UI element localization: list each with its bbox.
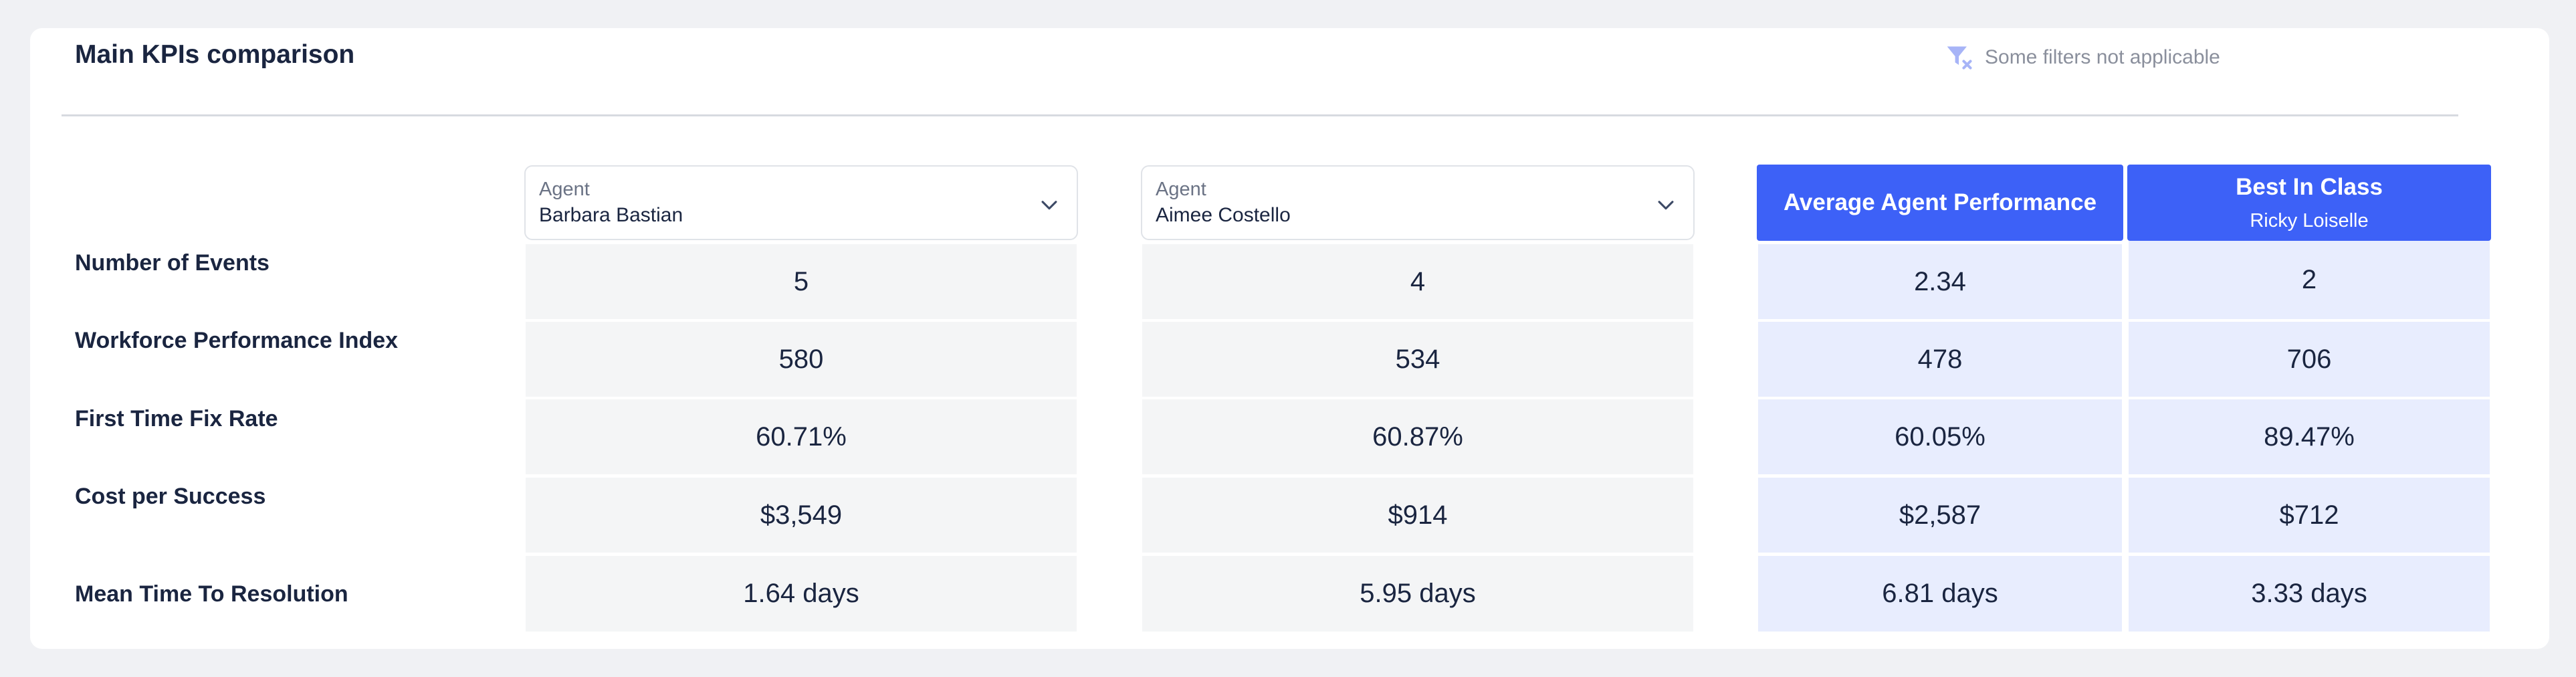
cell-agent2-cost-per-success: $914 bbox=[1142, 478, 1693, 553]
row-label-number-of-events: Number of Events bbox=[75, 250, 270, 276]
header-divider bbox=[62, 114, 2458, 116]
best-in-class-header: Best In Class Ricky Loiselle bbox=[2127, 165, 2491, 241]
cell-agent1-number-of-events: 5 bbox=[526, 244, 1077, 319]
agent-2-select-value: Aimee Costello bbox=[1156, 204, 1291, 226]
row-label-first-time-fix-rate: First Time Fix Rate bbox=[75, 406, 278, 431]
cell-agent1-mean-time-to-resolution: 1.64 days bbox=[526, 556, 1077, 632]
row-label-cost-per-success: Cost per Success bbox=[75, 484, 266, 509]
filters-notice-text: Some filters not applicable bbox=[1985, 46, 2220, 68]
cell-agent1-workforce-performance-index: 580 bbox=[526, 322, 1077, 397]
row-label-workforce-performance-index: Workforce Performance Index bbox=[75, 328, 399, 353]
average-header-title: Average Agent Performance bbox=[1783, 189, 2097, 215]
cell-best-cost-per-success: $712 bbox=[2129, 478, 2490, 553]
cell-best-number-of-events: 2 bbox=[2129, 241, 2490, 319]
agent-1-select-label: Agent bbox=[539, 179, 590, 200]
best-header-title: Best In Class bbox=[2236, 173, 2383, 200]
cell-average-first-time-fix-rate: 60.05% bbox=[1758, 399, 2122, 474]
cell-agent2-mean-time-to-resolution: 5.95 days bbox=[1142, 556, 1693, 632]
cell-agent2-workforce-performance-index: 534 bbox=[1142, 322, 1693, 397]
cell-best-workforce-performance-index: 706 bbox=[2129, 322, 2490, 397]
agent-1-select[interactable]: Agent Barbara Bastian bbox=[524, 165, 1078, 240]
cell-average-number-of-events: 2.34 bbox=[1758, 244, 2122, 319]
cell-agent2-number-of-events: 4 bbox=[1142, 244, 1693, 319]
agent-2-select-label: Agent bbox=[1156, 179, 1206, 200]
cell-average-workforce-performance-index: 478 bbox=[1758, 322, 2122, 397]
cell-best-first-time-fix-rate: 89.47% bbox=[2129, 399, 2490, 474]
cell-agent1-cost-per-success: $3,549 bbox=[526, 478, 1077, 553]
agent-1-select-value: Barbara Bastian bbox=[539, 204, 683, 226]
average-agent-performance-header: Average Agent Performance bbox=[1757, 165, 2123, 241]
filters-notice: Some filters not applicable bbox=[1945, 41, 2220, 74]
chevron-down-icon bbox=[1041, 201, 1057, 210]
agent-2-select[interactable]: Agent Aimee Costello bbox=[1141, 165, 1695, 240]
cell-agent2-first-time-fix-rate: 60.87% bbox=[1142, 399, 1693, 474]
cell-average-cost-per-success: $2,587 bbox=[1758, 478, 2122, 553]
filter-x-icon bbox=[1947, 46, 1972, 70]
best-header-subtitle: Ricky Loiselle bbox=[2250, 209, 2369, 231]
row-label-mean-time-to-resolution: Mean Time To Resolution bbox=[75, 581, 348, 607]
cell-best-mean-time-to-resolution: 3.33 days bbox=[2129, 556, 2490, 632]
chevron-down-icon bbox=[1658, 201, 1674, 210]
page-title: Main KPIs comparison bbox=[75, 40, 355, 69]
cell-agent1-first-time-fix-rate: 60.71% bbox=[526, 399, 1077, 474]
cell-average-mean-time-to-resolution: 6.81 days bbox=[1758, 556, 2122, 632]
